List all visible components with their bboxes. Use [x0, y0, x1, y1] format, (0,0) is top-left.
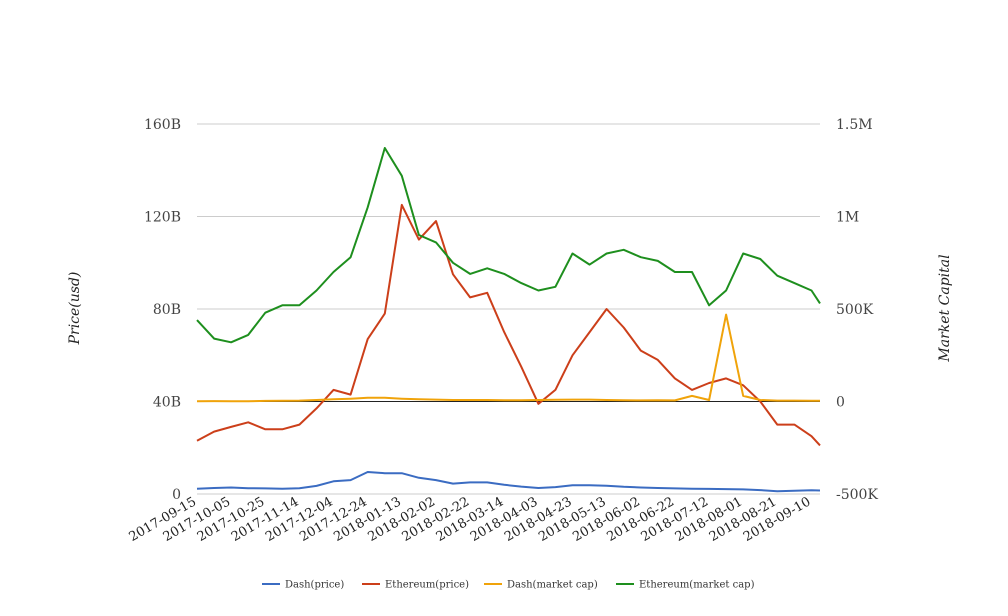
right-tick-label: 1.5M	[836, 117, 873, 133]
legend-item[interactable]: Dash(price)	[262, 580, 344, 591]
legend: Dash(price) Ethereum(price) Dash(market ca…	[262, 580, 755, 591]
right-tick-label: -500K	[836, 487, 878, 503]
left-axis-ticks: 0 40B 80B 120B 160B	[144, 117, 181, 503]
series-line-ethereum-price	[196, 203, 821, 447]
legend-item[interactable]: Ethereum(price)	[362, 580, 469, 591]
left-tick-label: 0	[172, 487, 181, 503]
legend-item[interactable]: Dash(market cap)	[484, 580, 598, 591]
right-tick-label: 500K	[836, 302, 874, 318]
series-line-ethereum-market-cap	[196, 147, 821, 344]
legend-label: Ethereum(market cap)	[639, 580, 755, 591]
x-axis-ticks: 2017-09-152017-10-052017-10-252017-11-14…	[127, 494, 814, 544]
left-tick-label: 40B	[153, 395, 181, 411]
legend-label: Ethereum(price)	[385, 580, 469, 591]
right-axis-ticks: -500K 0 500K 1M 1.5M	[836, 117, 878, 503]
left-tick-label: 120B	[144, 210, 181, 226]
legend-label: Dash(price)	[285, 580, 344, 591]
series-lines	[196, 147, 821, 493]
series-line-dash-market-cap	[196, 313, 820, 403]
left-tick-label: 80B	[153, 302, 181, 318]
legend-label: Dash(market cap)	[507, 580, 598, 591]
series-line-dash-price	[196, 471, 821, 493]
left-tick-label: 160B	[144, 117, 181, 133]
grid-lines	[197, 123, 820, 495]
legend-item[interactable]: Ethereum(market cap)	[616, 580, 755, 591]
right-tick-label: 0	[836, 395, 845, 411]
y-axis-title-left: Price(usd)	[67, 272, 83, 346]
y-axis-title-right: Market Capital	[937, 254, 953, 362]
right-tick-label: 1M	[836, 210, 859, 226]
